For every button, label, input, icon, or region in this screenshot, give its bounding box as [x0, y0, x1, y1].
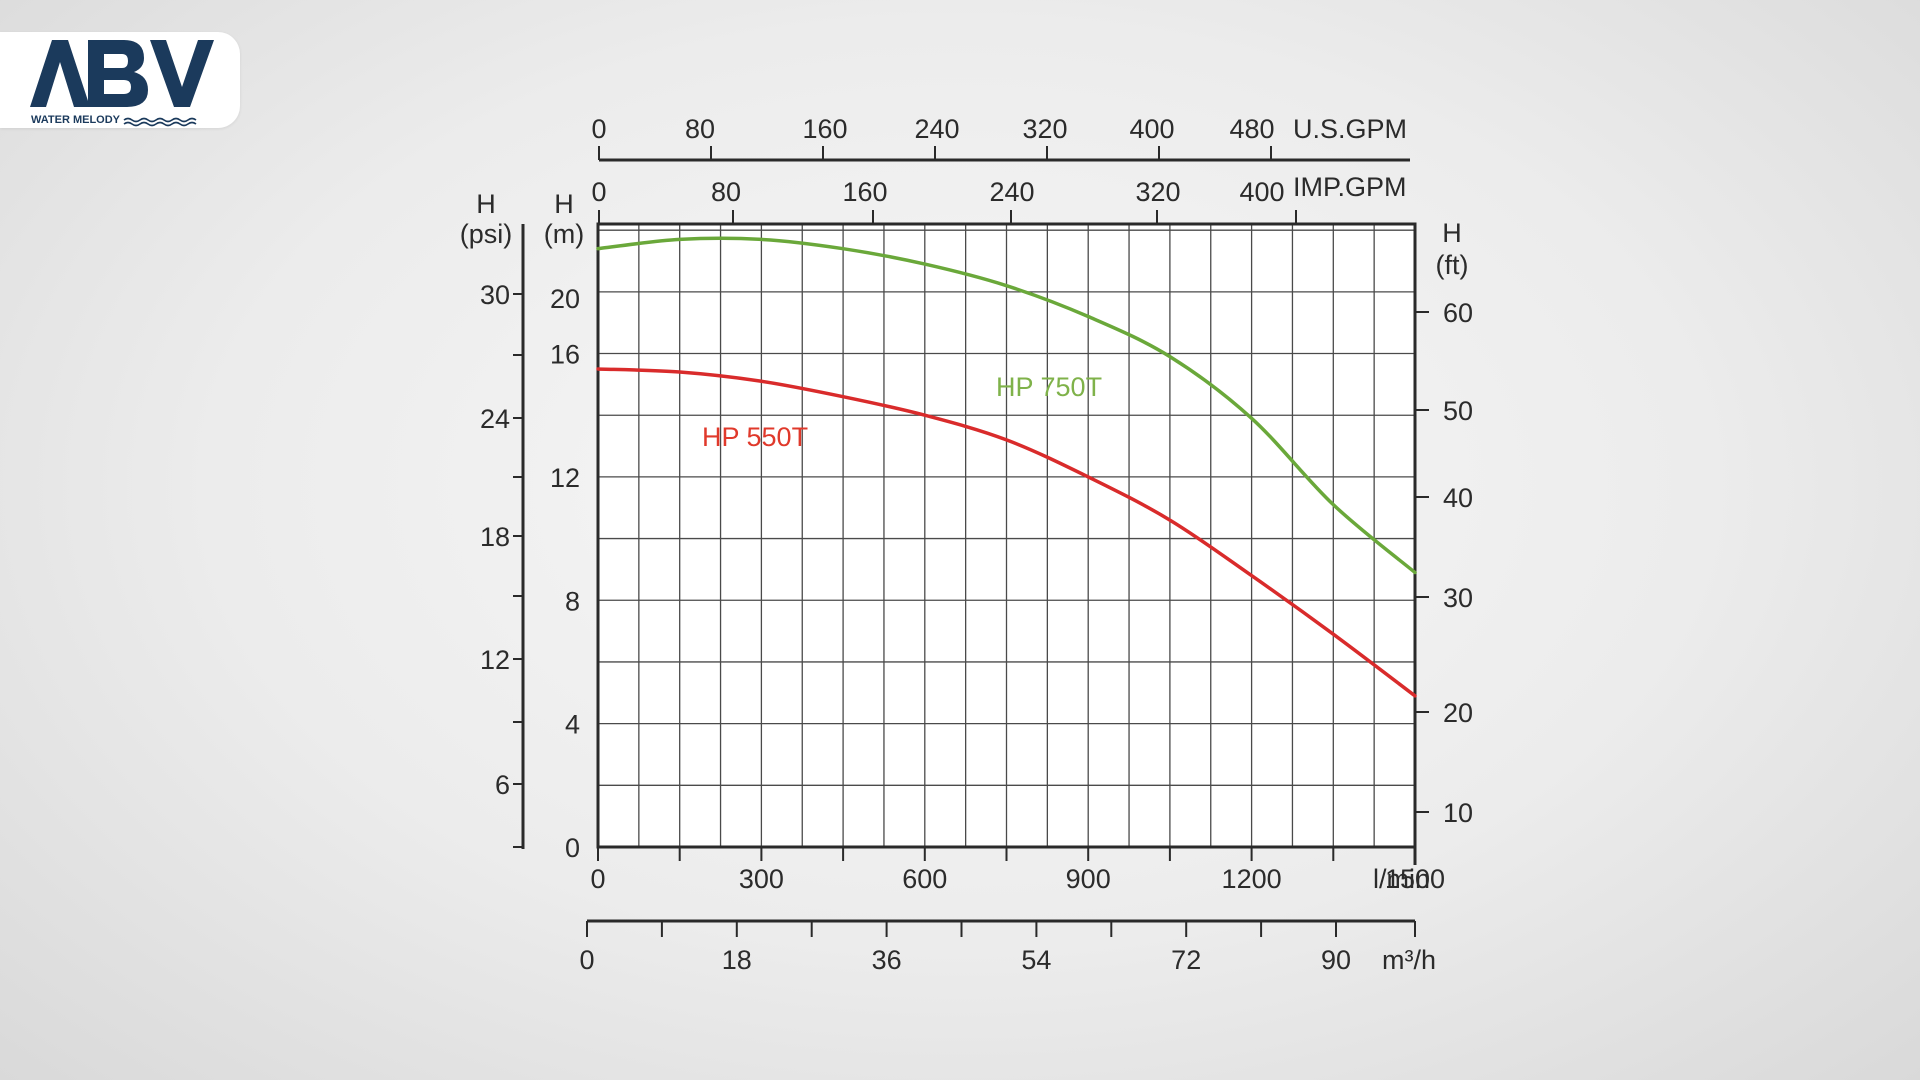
x-tick-label-us-gpm: 160 — [802, 114, 847, 144]
x-tick-label-us-gpm: 0 — [591, 114, 606, 144]
x-tick-label-us-gpm: 240 — [914, 114, 959, 144]
series-line-hp-750t — [596, 236, 1417, 575]
y-tick-label-ft: 50 — [1443, 396, 1473, 426]
y-tick-label-psi: 24 — [480, 404, 510, 434]
x-tick-label-us-gpm: 320 — [1022, 114, 1067, 144]
y-tick-label-ft: 20 — [1443, 698, 1473, 728]
y-tick-label-psi: 30 — [480, 280, 510, 310]
y-tick-label-psi: 12 — [480, 645, 510, 675]
x-tick-label-us-gpm: 80 — [685, 114, 715, 144]
y-axis-label-m-top: H — [554, 189, 574, 219]
y-tick-label-m: 16 — [550, 340, 580, 370]
x-axis-label-lmin: l/min — [1373, 864, 1430, 894]
x-tick-label-lmin: 300 — [739, 864, 784, 894]
y-axis-label-psi-bottom: (psi) — [460, 219, 513, 249]
x-tick-label-lmin: 1500 — [1385, 864, 1445, 894]
x-tick-label-us-gpm: 480 — [1229, 114, 1274, 144]
logo: WATER MELODY — [0, 32, 240, 128]
x-tick-label-m3h: 0 — [579, 945, 594, 975]
series-line-hp-550t — [596, 367, 1417, 698]
y-tick-label-ft: 40 — [1443, 483, 1473, 513]
x-tick-label-lmin: 0 — [590, 864, 605, 894]
y-tick-label-psi: 6 — [495, 770, 510, 800]
series-label-hp-750t: HP 750T — [996, 372, 1102, 402]
x-tick-label-imp-gpm: 0 — [591, 177, 606, 207]
x-tick-label-imp-gpm: 320 — [1135, 177, 1180, 207]
x-axis-label-us-gpm: U.S.GPM — [1293, 114, 1407, 144]
x-axis-label-imp-gpm: IMP.GPM — [1293, 172, 1407, 202]
y-tick-label-ft: 10 — [1443, 798, 1473, 828]
x-tick-label-lmin: 600 — [902, 864, 947, 894]
logo-mark: WATER MELODY — [30, 40, 214, 127]
x-tick-label-m3h: 90 — [1321, 945, 1351, 975]
series-label-hp-550t: HP 550T — [702, 422, 808, 452]
y-tick-label-m: 12 — [550, 463, 580, 493]
y-tick-label-m: 0 — [565, 833, 580, 863]
y-tick-label-m: 20 — [550, 284, 580, 314]
x-tick-label-lmin: 1200 — [1222, 864, 1282, 894]
y-tick-label-m: 8 — [565, 586, 580, 616]
y-tick-label-psi: 18 — [480, 522, 510, 552]
y-axis-label-psi-top: H — [476, 189, 496, 219]
y-axis-label-m-bottom: (m) — [544, 219, 584, 249]
x-tick-label-imp-gpm: 160 — [842, 177, 887, 207]
x-tick-label-imp-gpm: 80 — [711, 177, 741, 207]
x-tick-label-m3h: 18 — [722, 945, 752, 975]
logo-tagline: WATER MELODY — [31, 114, 121, 126]
x-tick-label-m3h: 36 — [872, 945, 902, 975]
x-tick-label-m3h: 54 — [1021, 945, 1051, 975]
x-tick-label-imp-gpm: 240 — [989, 177, 1034, 207]
y-tick-label-ft: 60 — [1443, 298, 1473, 328]
y-tick-label-ft: 30 — [1443, 583, 1473, 613]
x-tick-label-us-gpm: 400 — [1129, 114, 1174, 144]
y-tick-label-m: 4 — [565, 710, 580, 740]
x-tick-label-imp-gpm: 400 — [1239, 177, 1284, 207]
x-tick-label-lmin: 900 — [1066, 864, 1111, 894]
y-axis-label-ft-bottom: (ft) — [1436, 250, 1469, 280]
y-axis-label-ft-top: H — [1442, 218, 1462, 248]
x-tick-label-m3h: 72 — [1171, 945, 1201, 975]
x-axis-label-m3h: m³/h — [1382, 945, 1436, 975]
